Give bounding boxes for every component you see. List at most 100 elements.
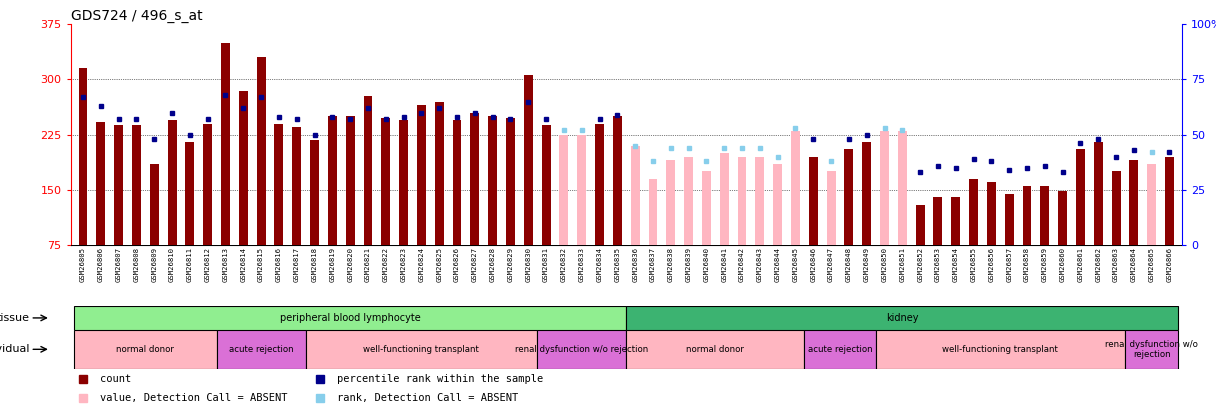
Bar bbox=[471, 113, 479, 245]
Bar bbox=[524, 75, 533, 245]
Bar bbox=[305, 330, 537, 369]
Bar bbox=[1125, 330, 1178, 369]
Text: GSM26818: GSM26818 bbox=[311, 247, 317, 282]
Bar bbox=[804, 330, 876, 369]
Bar bbox=[364, 96, 372, 245]
Bar bbox=[613, 116, 621, 245]
Text: GSM26840: GSM26840 bbox=[703, 247, 709, 282]
Bar bbox=[559, 134, 568, 245]
Bar bbox=[1076, 149, 1085, 245]
Text: GSM26825: GSM26825 bbox=[437, 247, 443, 282]
Text: GSM26860: GSM26860 bbox=[1059, 247, 1065, 282]
Text: GSM26857: GSM26857 bbox=[1006, 247, 1012, 282]
Text: kidney: kidney bbox=[886, 313, 918, 323]
Text: GSM26823: GSM26823 bbox=[400, 247, 406, 282]
Bar bbox=[987, 183, 996, 245]
Bar bbox=[1165, 157, 1173, 245]
Bar bbox=[880, 131, 889, 245]
Text: GSM26839: GSM26839 bbox=[686, 247, 692, 282]
Text: GSM26817: GSM26817 bbox=[294, 247, 299, 282]
Bar bbox=[74, 306, 626, 330]
Bar bbox=[666, 160, 675, 245]
Text: rank, Detection Call = ABSENT: rank, Detection Call = ABSENT bbox=[337, 393, 518, 403]
Bar bbox=[862, 142, 871, 245]
Bar bbox=[626, 330, 804, 369]
Text: GSM26829: GSM26829 bbox=[507, 247, 513, 282]
Text: GSM26841: GSM26841 bbox=[721, 247, 727, 282]
Bar bbox=[738, 157, 747, 245]
Text: GSM26859: GSM26859 bbox=[1042, 247, 1048, 282]
Bar bbox=[399, 120, 409, 245]
Bar bbox=[951, 197, 961, 245]
Text: normal donor: normal donor bbox=[686, 345, 744, 354]
Text: GSM26834: GSM26834 bbox=[597, 247, 602, 282]
Text: well-functioning transplant: well-functioning transplant bbox=[942, 345, 1058, 354]
Text: GSM26864: GSM26864 bbox=[1131, 247, 1137, 282]
Text: renal dysfunction w/o rejection: renal dysfunction w/o rejection bbox=[516, 345, 648, 354]
Text: GSM26858: GSM26858 bbox=[1024, 247, 1030, 282]
Bar bbox=[275, 124, 283, 245]
Bar bbox=[96, 122, 106, 245]
Text: GSM26805: GSM26805 bbox=[80, 247, 86, 282]
Bar bbox=[1004, 194, 1014, 245]
Text: GSM26865: GSM26865 bbox=[1149, 247, 1155, 282]
Bar bbox=[809, 157, 817, 245]
Text: count: count bbox=[100, 374, 131, 384]
Bar bbox=[916, 205, 924, 245]
Bar bbox=[844, 149, 854, 245]
Text: GSM26862: GSM26862 bbox=[1096, 247, 1102, 282]
Text: renal dysfunction w/o
rejection: renal dysfunction w/o rejection bbox=[1105, 340, 1198, 359]
Bar bbox=[1023, 186, 1031, 245]
Text: GSM26807: GSM26807 bbox=[116, 247, 122, 282]
Bar bbox=[702, 171, 711, 245]
Text: GDS724 / 496_s_at: GDS724 / 496_s_at bbox=[71, 9, 202, 23]
Bar bbox=[133, 125, 141, 245]
Text: GSM26847: GSM26847 bbox=[828, 247, 834, 282]
Bar bbox=[876, 330, 1125, 369]
Bar bbox=[216, 330, 305, 369]
Bar bbox=[150, 164, 159, 245]
Bar bbox=[720, 153, 728, 245]
Bar bbox=[934, 197, 942, 245]
Bar bbox=[257, 58, 265, 245]
Text: GSM26855: GSM26855 bbox=[970, 247, 976, 282]
Text: GSM26826: GSM26826 bbox=[454, 247, 460, 282]
Text: GSM26814: GSM26814 bbox=[241, 247, 247, 282]
Bar bbox=[345, 116, 355, 245]
Text: value, Detection Call = ABSENT: value, Detection Call = ABSENT bbox=[100, 393, 287, 403]
Text: GSM26843: GSM26843 bbox=[756, 247, 762, 282]
Text: GSM26813: GSM26813 bbox=[223, 247, 229, 282]
Bar bbox=[203, 124, 212, 245]
Bar bbox=[221, 43, 230, 245]
Bar bbox=[1093, 142, 1103, 245]
Text: well-functioning transplant: well-functioning transplant bbox=[364, 345, 479, 354]
Text: GSM26850: GSM26850 bbox=[882, 247, 888, 282]
Text: GSM26844: GSM26844 bbox=[775, 247, 781, 282]
Text: GSM26856: GSM26856 bbox=[989, 247, 995, 282]
Bar bbox=[435, 102, 444, 245]
Bar bbox=[631, 146, 640, 245]
Text: GSM26812: GSM26812 bbox=[204, 247, 210, 282]
Text: GSM26833: GSM26833 bbox=[579, 247, 585, 282]
Text: GSM26819: GSM26819 bbox=[330, 247, 336, 282]
Text: acute rejection: acute rejection bbox=[229, 345, 293, 354]
Text: GSM26848: GSM26848 bbox=[846, 247, 852, 282]
Bar bbox=[773, 164, 782, 245]
Text: GSM26866: GSM26866 bbox=[1166, 247, 1172, 282]
Bar bbox=[417, 105, 426, 245]
Text: GSM26832: GSM26832 bbox=[561, 247, 567, 282]
Text: GSM26836: GSM26836 bbox=[632, 247, 638, 282]
Bar bbox=[114, 125, 123, 245]
Bar bbox=[541, 125, 551, 245]
Text: GSM26842: GSM26842 bbox=[739, 247, 745, 282]
Text: peripheral blood lymphocyte: peripheral blood lymphocyte bbox=[280, 313, 421, 323]
Bar bbox=[578, 134, 586, 245]
Text: GSM26808: GSM26808 bbox=[134, 247, 140, 282]
Bar bbox=[310, 140, 319, 245]
Bar bbox=[827, 171, 835, 245]
Bar bbox=[452, 120, 462, 245]
Text: percentile rank within the sample: percentile rank within the sample bbox=[337, 374, 544, 384]
Text: GSM26811: GSM26811 bbox=[187, 247, 193, 282]
Bar bbox=[648, 179, 658, 245]
Bar bbox=[292, 127, 302, 245]
